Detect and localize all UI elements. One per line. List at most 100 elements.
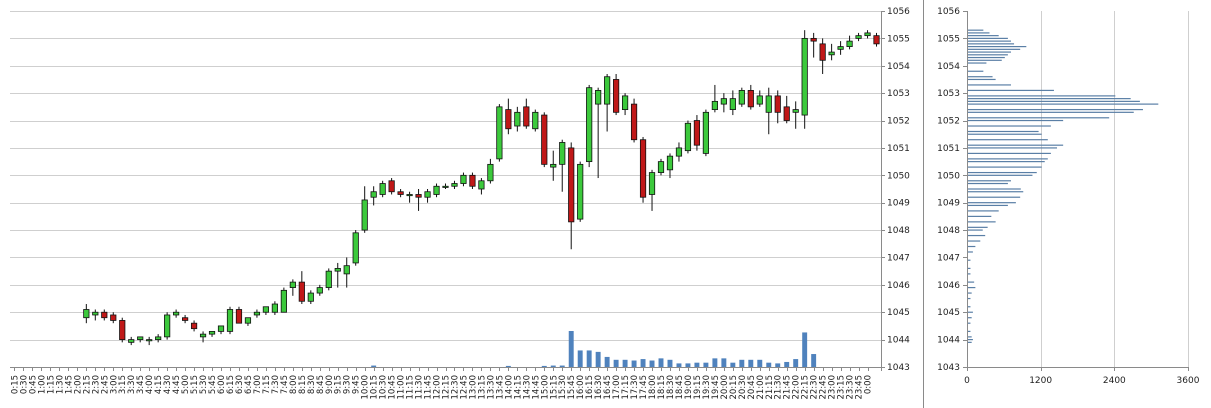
price-x-tick-label: 18:30 [666,375,676,400]
candle [182,314,189,324]
profile-bar [968,51,1011,53]
candle [505,98,512,135]
candle [298,271,305,305]
candle [226,306,234,335]
price-x-tick-label: 13:30 [486,375,496,400]
volume-bar [649,360,655,367]
profile-bar [968,62,987,64]
profile-y-tick-label: 1047 [937,253,960,263]
price-x-tick-label: 20:45 [747,375,757,400]
profile-bar [968,311,973,313]
volume-bar [505,365,511,367]
price-y-tick-label: 1050 [887,171,910,181]
price-x-tick-label: 23:00 [828,375,838,400]
candle [128,336,135,346]
price-chart-volume-bars [371,331,817,367]
candle-body-down [613,79,620,113]
profile-y-tick-label: 1046 [937,281,960,291]
candle-body-up [720,98,727,105]
price-x-tick-label: 22:00 [792,375,802,400]
price-x-tick-label: 3:45 [136,375,146,394]
price-x-tick-label: 13:00 [468,375,478,400]
price-x-tick-label: 19:15 [693,375,703,400]
candle-body-up [83,309,90,319]
price-x-tick-label: 10:15 [370,375,380,400]
profile-bar [968,240,981,242]
price-x-tick-label: 12:30 [450,375,460,400]
price-x-tick-label: 7:45 [280,375,290,394]
candle [334,262,341,288]
candle-body-down [119,320,126,341]
candle [639,136,647,203]
profile-y-tick-label: 1050 [937,171,960,181]
price-x-tick-label: 3:00 [109,375,119,394]
profile-bar [968,215,992,217]
volume-bar [757,359,763,367]
profile-bar [968,226,988,228]
profile-bar [968,161,1045,163]
candle-body-up [208,330,216,335]
price-x-tick-label: 8:00 [289,375,299,394]
candle-body-up [316,287,323,294]
price-x-tick-label: 22:30 [810,375,820,400]
volume-bar [550,365,556,367]
volume-bar [694,362,700,367]
price-x-tick-label: 0:45 [28,375,38,394]
price-x-tick-label: 8:45 [316,375,326,394]
price-x-tick-label: 1:45 [64,375,74,394]
candle [819,38,826,74]
profile-bar [968,103,1159,105]
candle-body-up [550,163,557,168]
candle-body-down [110,314,117,321]
volume-bar [739,359,745,367]
price-x-tick-label: 10:00 [361,375,371,400]
candle-body-up [146,339,153,342]
price-y-tick-label: 1051 [887,144,910,154]
price-x-tick-label: 20:30 [738,375,748,400]
profile-bar [968,251,973,253]
price-x-tick-label: 20:15 [729,375,739,400]
profile-bar [968,292,972,294]
candle [155,334,162,343]
volume-bar [676,363,682,367]
candle [621,93,629,116]
candle [442,183,449,189]
candle [711,84,718,113]
profile-bar [968,322,971,324]
profile-bar [968,37,1008,39]
candle-body-up [595,90,602,105]
profile-y-tick-label: 1045 [937,308,960,318]
candle [792,101,799,129]
candle [828,43,835,61]
profile-x-tick-label: 3600 [1177,376,1200,386]
profile-bar [968,48,1021,50]
candle [648,169,656,211]
price-x-tick-label: 20:00 [720,375,730,400]
candle-body-down [639,139,647,198]
candle [164,312,171,340]
volume-bar [622,359,628,367]
price-x-tick-label: 18:00 [648,375,658,400]
profile-y-tick-label: 1048 [937,226,960,236]
candle-body-up [325,270,332,288]
candle [568,142,575,250]
candle [190,320,198,332]
candle-body-up [756,95,763,105]
candle-body-down [873,35,880,45]
price-x-tick-label: 3:15 [118,375,128,394]
price-x-tick-label: 16:45 [603,375,613,400]
price-x-tick-label: 19:00 [684,375,694,400]
candle-body-up [738,90,745,105]
candle [271,301,278,315]
candle-body-down [469,174,476,187]
profile-bar [968,144,1064,146]
profile-bar [968,29,984,31]
candle-body-up [451,183,458,187]
profile-bar [968,46,1027,48]
profile-bar [968,139,1048,141]
volume-bar [712,358,718,367]
candle-body-up [244,317,252,324]
candle-body-down [415,194,422,198]
candle [613,73,620,116]
candle-body-down [783,106,790,121]
